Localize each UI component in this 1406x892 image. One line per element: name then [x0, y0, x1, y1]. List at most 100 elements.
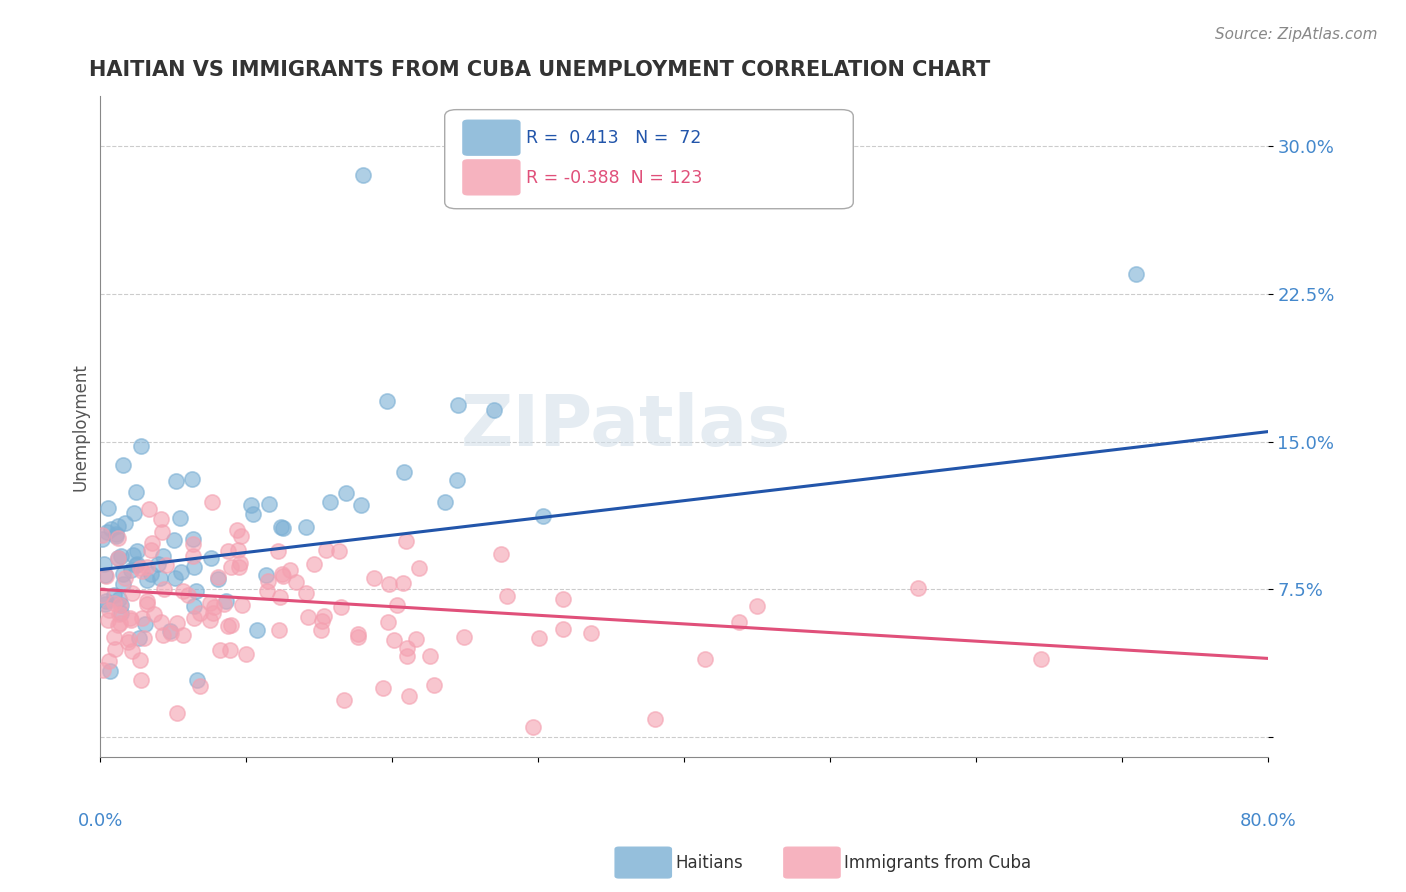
Immigrants from Cuba — [229, 529, 252, 543]
Immigrants from Cuba — [346, 631, 368, 645]
Immigrants from Cuba — [183, 610, 205, 624]
Immigrants from Cuba — [385, 599, 408, 613]
Haitians — [129, 439, 152, 453]
Text: Haitians: Haitians — [675, 854, 742, 871]
Immigrants from Cuba — [129, 653, 152, 667]
Immigrants from Cuba — [181, 537, 204, 551]
Haitians — [146, 557, 169, 571]
Haitians — [531, 508, 554, 523]
Immigrants from Cuba — [160, 626, 183, 640]
Haitians — [128, 631, 150, 645]
Immigrants from Cuba — [108, 598, 131, 612]
Immigrants from Cuba — [121, 644, 143, 658]
Haitians — [183, 532, 205, 546]
Immigrants from Cuba — [118, 611, 141, 625]
Immigrants from Cuba — [114, 571, 136, 585]
Immigrants from Cuba — [527, 631, 550, 645]
Immigrants from Cuba — [231, 598, 253, 612]
Immigrants from Cuba — [235, 648, 257, 662]
Immigrants from Cuba — [207, 570, 229, 584]
Haitians — [136, 574, 159, 588]
Immigrants from Cuba — [120, 613, 142, 627]
Immigrants from Cuba — [143, 607, 166, 621]
Immigrants from Cuba — [188, 606, 211, 620]
Immigrants from Cuba — [94, 569, 117, 583]
Haitians — [447, 398, 470, 412]
Immigrants from Cuba — [103, 596, 125, 610]
Immigrants from Cuba — [107, 531, 129, 545]
Haitians — [104, 529, 127, 543]
Immigrants from Cuba — [202, 600, 225, 615]
FancyBboxPatch shape — [444, 110, 853, 209]
Haitians — [484, 403, 506, 417]
Immigrants from Cuba — [217, 544, 239, 558]
Haitians — [127, 543, 149, 558]
Haitians — [200, 550, 222, 565]
Immigrants from Cuba — [97, 613, 120, 627]
Immigrants from Cuba — [219, 642, 242, 657]
Haitians — [163, 533, 186, 547]
Immigrants from Cuba — [166, 616, 188, 631]
Immigrants from Cuba — [202, 606, 225, 620]
Haitians — [139, 566, 162, 581]
Immigrants from Cuba — [103, 630, 125, 644]
Immigrants from Cuba — [419, 648, 441, 663]
Immigrants from Cuba — [212, 597, 235, 611]
Haitians — [184, 583, 207, 598]
Immigrants from Cuba — [155, 558, 177, 572]
Haitians — [215, 593, 238, 607]
Text: R = -0.388  N = 123: R = -0.388 N = 123 — [526, 169, 703, 186]
Immigrants from Cuba — [553, 622, 575, 636]
Immigrants from Cuba — [395, 533, 418, 548]
Haitians — [271, 521, 294, 535]
Haitians — [97, 501, 120, 516]
Immigrants from Cuba — [152, 582, 174, 596]
Text: R =  0.413   N =  72: R = 0.413 N = 72 — [526, 129, 702, 147]
Haitians — [335, 486, 357, 500]
Immigrants from Cuba — [371, 681, 394, 696]
Immigrants from Cuba — [315, 543, 337, 558]
Haitians — [91, 532, 114, 546]
Immigrants from Cuba — [579, 626, 602, 640]
Haitians — [319, 495, 342, 509]
Immigrants from Cuba — [378, 577, 401, 591]
Immigrants from Cuba — [489, 547, 512, 561]
Immigrants from Cuba — [522, 720, 544, 734]
Immigrants from Cuba — [363, 571, 385, 585]
Haitians — [98, 665, 121, 679]
Immigrants from Cuba — [408, 560, 430, 574]
Immigrants from Cuba — [377, 615, 399, 629]
Immigrants from Cuba — [141, 543, 163, 558]
Immigrants from Cuba — [219, 618, 242, 632]
Haitians — [181, 472, 204, 486]
Text: HAITIAN VS IMMIGRANTS FROM CUBA UNEMPLOYMENT CORRELATION CHART: HAITIAN VS IMMIGRANTS FROM CUBA UNEMPLOY… — [89, 60, 990, 79]
Haitians — [375, 393, 398, 408]
Haitians — [350, 498, 373, 512]
Immigrants from Cuba — [346, 627, 368, 641]
Haitians — [94, 568, 117, 582]
Haitians — [100, 522, 122, 536]
Immigrants from Cuba — [108, 607, 131, 621]
Haitians — [103, 588, 125, 602]
Haitians — [170, 565, 193, 579]
Haitians — [134, 616, 156, 631]
Immigrants from Cuba — [423, 678, 446, 692]
Haitians — [165, 474, 187, 488]
Haitians — [257, 497, 280, 511]
Immigrants from Cuba — [284, 575, 307, 590]
Haitians — [392, 465, 415, 479]
Immigrants from Cuba — [141, 535, 163, 549]
Haitians — [114, 516, 136, 530]
Immigrants from Cuba — [496, 590, 519, 604]
Haitians — [127, 557, 149, 571]
Immigrants from Cuba — [129, 673, 152, 688]
Haitians — [110, 606, 132, 620]
Text: Immigrants from Cuba: Immigrants from Cuba — [844, 854, 1031, 871]
Immigrants from Cuba — [134, 631, 156, 645]
Immigrants from Cuba — [328, 543, 350, 558]
Haitians — [240, 498, 263, 512]
Immigrants from Cuba — [181, 549, 204, 564]
FancyBboxPatch shape — [463, 120, 520, 156]
Haitians — [110, 598, 132, 612]
Immigrants from Cuba — [117, 635, 139, 649]
